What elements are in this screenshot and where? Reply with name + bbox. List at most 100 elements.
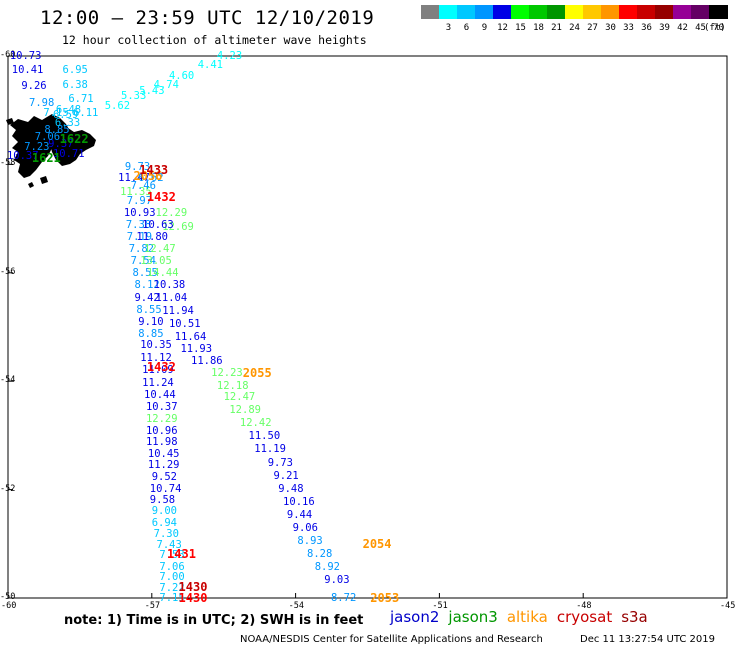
lon-tick-label: -57 bbox=[144, 601, 161, 611]
wave-height-value: 5.43 bbox=[139, 84, 165, 97]
wave-height-value: 7.54 bbox=[130, 254, 156, 267]
wave-height-value: 6.33 bbox=[54, 117, 81, 130]
wave-height-value: 12.89 bbox=[229, 404, 261, 417]
lat-tick-label: -54 bbox=[0, 375, 16, 386]
wave-height-value: 7.00 bbox=[159, 571, 185, 584]
wave-height-value: 5.33 bbox=[121, 90, 147, 103]
legend-swatch bbox=[457, 5, 476, 19]
legend-label: 24 bbox=[569, 23, 580, 33]
small-island-2 bbox=[40, 176, 48, 184]
wave-height-value: 4.60 bbox=[168, 69, 195, 82]
map-frame bbox=[7, 55, 728, 599]
legend-jason3: jason3 bbox=[448, 608, 498, 626]
pass-time-label: 1622 bbox=[59, 132, 89, 147]
legend-cryosat: cryosat bbox=[556, 608, 613, 626]
pass-time-label: 2053 bbox=[370, 591, 400, 605]
wave-height-value: 7.22 bbox=[159, 582, 185, 595]
pass-time-label: 1621 bbox=[31, 150, 61, 165]
wave-height-value: 11.94 bbox=[162, 304, 194, 317]
pass-time-label: 2055 bbox=[242, 365, 272, 380]
wave-height-value: 11.35 bbox=[120, 185, 152, 198]
wave-height-value: 9.21 bbox=[273, 469, 299, 482]
wave-height-value: 11.12 bbox=[140, 352, 172, 365]
lat-tick-label: -52 bbox=[0, 483, 16, 494]
wave-height-value: 12.29 bbox=[155, 207, 188, 220]
wave-height-value: 9.03 bbox=[324, 573, 350, 586]
lon-tick-label: -48 bbox=[576, 601, 592, 611]
wave-height-value: 8.93 bbox=[297, 534, 323, 547]
wave-height-value: 10.38 bbox=[153, 278, 186, 291]
generated-timestamp: Dec 11 13:27:54 UTC 2019 bbox=[580, 634, 715, 645]
wave-height-value: 7.06 bbox=[34, 131, 61, 144]
wave-height-value: 11.29 bbox=[147, 459, 180, 472]
wave-height-value: 11.47 bbox=[118, 172, 150, 185]
wave-height-value: 6.94 bbox=[151, 517, 177, 530]
legend-label: 12 bbox=[497, 23, 508, 33]
wave-height-value: 10.51 bbox=[168, 317, 201, 330]
lat-tick-label: -58 bbox=[0, 158, 16, 169]
wave-height-value: 6.11 bbox=[73, 107, 99, 120]
wave-height-value: 8.85 bbox=[138, 327, 164, 340]
wave-height-value: 7.53 bbox=[159, 548, 185, 561]
wave-height-value: 8.12 bbox=[134, 278, 160, 291]
legend-swatch bbox=[691, 5, 710, 19]
pass-time-label: 1430 bbox=[178, 580, 208, 595]
legend-label: 15 bbox=[515, 23, 526, 33]
legend-unit: (ft) bbox=[704, 23, 726, 33]
wave-height-value: 6.38 bbox=[62, 79, 88, 92]
wave-height-value: 10.45 bbox=[147, 447, 180, 460]
wave-height-value: 7.06 bbox=[159, 560, 185, 573]
wave-height-value: 8.85 bbox=[44, 123, 70, 136]
legend-label: 21 bbox=[551, 23, 562, 33]
credit-line: NOAA/NESDIS Center for Satellite Applica… bbox=[240, 634, 543, 645]
lat-tick-label: -50 bbox=[0, 592, 16, 602]
legend-swatch bbox=[583, 5, 602, 19]
wave-height-value: 6.59 bbox=[52, 108, 79, 121]
lon-tick-label: -60 bbox=[1, 601, 17, 611]
legend-label: 45 bbox=[695, 23, 706, 33]
wave-height-value: 9.06 bbox=[292, 521, 318, 534]
legend-label: 3 bbox=[445, 23, 452, 33]
legend-swatch bbox=[709, 5, 728, 19]
wave-height-value: 5.62 bbox=[104, 99, 131, 112]
legend-swatch bbox=[511, 5, 530, 19]
legend-swatch bbox=[637, 5, 656, 19]
wave-height-value: 6.62 bbox=[138, 172, 164, 185]
wave-height-value: 12.42 bbox=[239, 417, 272, 430]
wave-height-value: 4.23 bbox=[216, 50, 243, 62]
wave-height-value: 12.69 bbox=[162, 221, 194, 234]
wave-height-value: 9.48 bbox=[278, 482, 304, 495]
wave-height-value: 11.93 bbox=[180, 342, 213, 355]
wave-height-value: 8.28 bbox=[307, 547, 333, 560]
lat-tick-label: -60 bbox=[0, 50, 16, 60]
legend-swatch bbox=[475, 5, 494, 19]
legend-label: 33 bbox=[623, 23, 634, 33]
wave-height-value: 4.41 bbox=[197, 58, 224, 71]
legend-label: 18 bbox=[533, 23, 544, 33]
wave-height-value: 9.52 bbox=[151, 470, 177, 483]
wave-height-value: 12.29 bbox=[145, 413, 178, 426]
lon-tick-label: -45 bbox=[720, 601, 736, 611]
lat-tick-label: -56 bbox=[0, 266, 16, 277]
legend-label: 42 bbox=[677, 23, 688, 33]
wave-height-value: 7.98 bbox=[29, 96, 55, 109]
wave-height-value: 11.19 bbox=[254, 443, 286, 456]
chart-title: 12:00 – 23:59 UTC 12/10/2019 bbox=[40, 7, 375, 29]
wave-height-value: 11.09 bbox=[142, 364, 174, 377]
wave-height-value: 9.26 bbox=[21, 80, 47, 93]
wave-height-value: 8.55 bbox=[132, 266, 158, 279]
legend-swatch bbox=[565, 5, 584, 19]
legend-label: 30 bbox=[605, 23, 616, 33]
wave-height-value: 10.44 bbox=[144, 389, 176, 402]
wave-height-value: 7.23 bbox=[24, 141, 50, 154]
falkland-islands-landmass bbox=[6, 114, 96, 188]
chart-subtitle: 12 hour collection of altimeter wave hei… bbox=[62, 33, 367, 47]
wave-height-value: 9.73 bbox=[124, 160, 151, 173]
west-falkland bbox=[10, 114, 70, 178]
legend-label: 36 bbox=[641, 23, 652, 33]
wave-height-value: 9.58 bbox=[149, 494, 176, 507]
lon-tick-label: -51 bbox=[432, 601, 448, 611]
wave-height-value: 7.82 bbox=[128, 242, 154, 255]
wave-height-value: 12.18 bbox=[216, 379, 249, 392]
